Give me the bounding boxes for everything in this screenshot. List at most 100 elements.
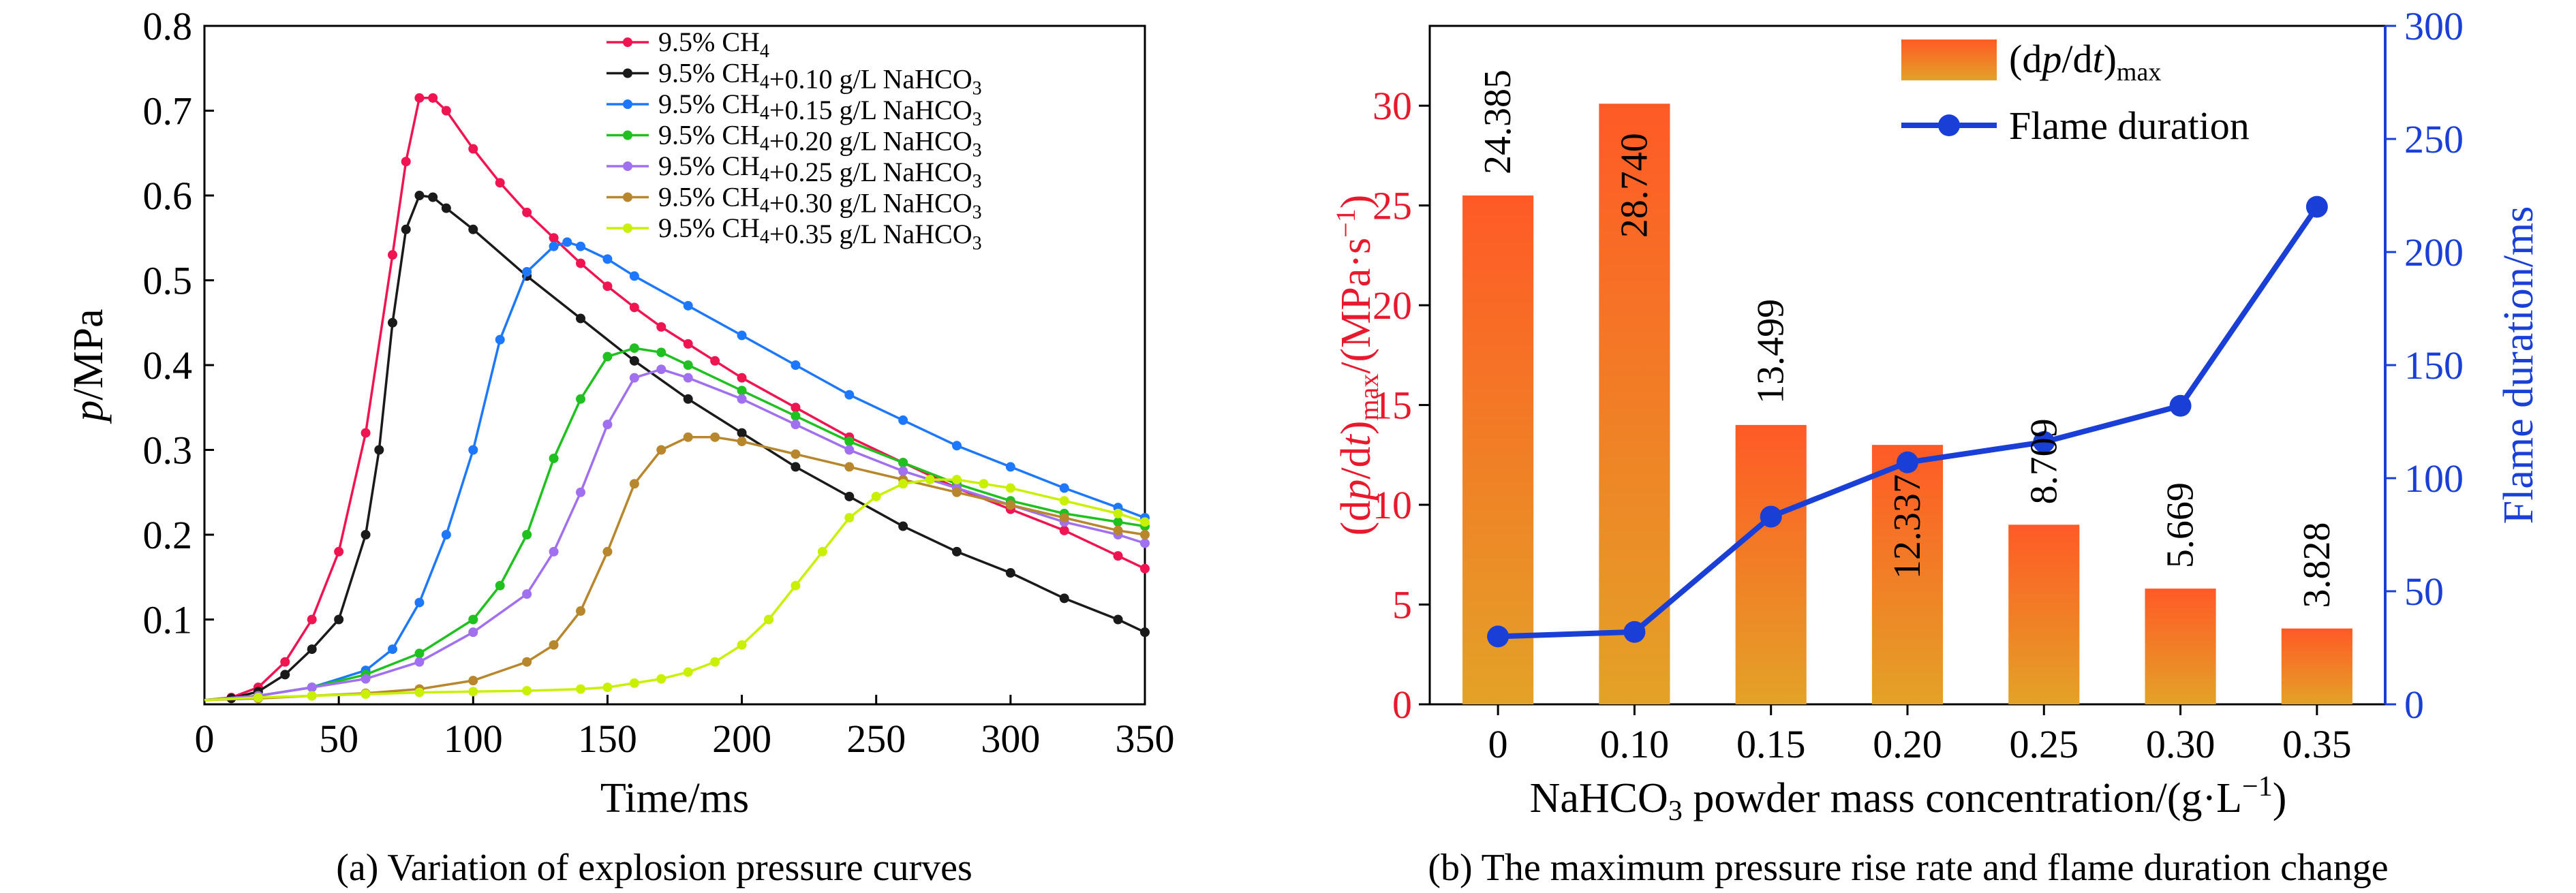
chart-a-point (280, 670, 290, 680)
chart-a-point (844, 390, 855, 400)
chart-a-point (629, 302, 639, 313)
chart-b-bar-label: 28.740 (1613, 133, 1655, 238)
chart-a-point (817, 546, 827, 557)
chart-b-left-tick-label: 30 (1373, 84, 1412, 128)
chart-a-point (549, 640, 559, 650)
chart-a-series-line-1 (204, 194, 1146, 702)
chart-a-point (1140, 538, 1150, 548)
chart-a-point (361, 530, 371, 539)
chart-b-left-tick-label: 25 (1373, 184, 1412, 228)
chart-b-left-axis-label: (dp/dt)max/(MPa·s−1) (1330, 195, 1384, 536)
chart-b-bar-6 (2281, 628, 2352, 704)
chart-b-x-tick-label: 0.15 (1736, 722, 1806, 766)
legend-bar-label: (dp/dt)max (2009, 37, 2161, 87)
chart-a-point (562, 237, 572, 247)
chart-a-point (428, 93, 438, 103)
chart-a-point (576, 487, 585, 497)
chart-a-y-tick-label: 0.8 (143, 4, 193, 48)
chart-a-point (979, 479, 989, 489)
chart-a-point (388, 317, 397, 328)
chart-a-x-tick-label: 250 (846, 717, 906, 761)
chart-a-point (401, 224, 411, 234)
chart-a-point (361, 674, 371, 684)
chart-a-point (361, 689, 371, 700)
chart-a-point (576, 241, 585, 251)
chart-a-point (898, 458, 908, 468)
chart-a-point (522, 207, 532, 217)
chart-b-x-tick-label: 0.30 (2146, 722, 2215, 766)
chart-b-flame-duration-line (1487, 195, 2328, 648)
chart-a-series-line-5 (204, 436, 1146, 702)
chart-a-legend-label: 9.5% CH4+0.15 g/L NaHCO3 (658, 89, 982, 130)
chart-a-point (522, 530, 532, 539)
chart-a-legend-marker (623, 99, 632, 109)
chart-b-ticks: 0 0.10 0.15 0.20 0.25 0.30 0.35051015202530050… (1373, 4, 2464, 766)
chart-a-point (1113, 508, 1123, 518)
chart-a-point (468, 687, 478, 697)
chart-a-legend-marker (623, 161, 632, 171)
chart-b-left-tick-label: 15 (1373, 383, 1412, 428)
chart-a-y-tick-label: 0.6 (143, 174, 193, 218)
chart-a-point (737, 386, 747, 396)
chart-a-point (683, 360, 693, 370)
chart-b-left-tick-label: 0 (1392, 683, 1412, 727)
chart-a-x-tick-label: 300 (981, 717, 1040, 761)
legend-bar-swatch (1901, 40, 1997, 80)
chart-a-point (576, 313, 585, 324)
chart-a-point (441, 530, 451, 539)
chart-a-legend-label: 9.5% CH4+0.20 g/L NaHCO3 (658, 120, 982, 161)
chart-a-point (898, 415, 908, 425)
chart-a-point (952, 546, 962, 557)
chart-a-legend-marker (623, 192, 632, 202)
chart-a-legend-marker (623, 130, 632, 140)
chart-a-point (1059, 593, 1069, 604)
chart-a-y-tick-label: 0.4 (143, 343, 193, 388)
chart-b-bar-label: 3.828 (2296, 522, 2338, 608)
chart-a-point (898, 479, 908, 489)
chart-a-point (898, 521, 908, 531)
chart-b-bar-label: 13.499 (1750, 299, 1792, 404)
chart-a-point (468, 614, 478, 625)
chart-a-point (656, 347, 666, 358)
chart-a-point (737, 394, 747, 404)
chart-a-point (522, 686, 532, 696)
chart-a-point (307, 691, 317, 701)
chart-b-right-tick-label: 50 (2404, 569, 2444, 614)
chart-a-point (388, 644, 397, 655)
chart-a-point (629, 356, 639, 366)
chart-b-left-tick-label: 5 (1392, 583, 1412, 627)
chart-a-point (414, 93, 425, 103)
chart-a-point (468, 627, 478, 638)
chart-a-point (602, 254, 613, 264)
chart-a-point (683, 339, 693, 349)
chart-b-pressure-rise-rate: 0 0.10 0.15 0.20 0.25 0.30 0.35051015202530050… (1330, 4, 2542, 889)
chart-a-point (576, 684, 585, 694)
chart-a-point (656, 322, 666, 332)
chart-b-line-point (1897, 451, 1918, 473)
chart-a-point (791, 360, 801, 370)
chart-a-series-line-4 (204, 368, 1146, 702)
chart-a-point (307, 644, 317, 655)
chart-a-point (307, 683, 317, 693)
chart-a-point (401, 157, 411, 167)
chart-a-point (576, 606, 585, 616)
chart-b-bar-1 (1599, 104, 1670, 704)
chart-a-point (737, 373, 747, 383)
chart-b-caption: (b) The maximum pressure rise rate and f… (1428, 847, 2388, 889)
chart-a-point (1059, 496, 1069, 506)
chart-a-point (683, 432, 693, 442)
chart-a-point (1140, 517, 1150, 527)
chart-a-point (549, 233, 559, 243)
chart-a-point (1005, 462, 1015, 472)
chart-a-point (576, 258, 585, 268)
chart-a-point (576, 394, 585, 404)
chart-a-point (334, 614, 344, 625)
chart-a-point (522, 267, 532, 277)
chart-a-point (374, 445, 384, 455)
chart-a-point (549, 241, 559, 251)
chart-a-point (871, 491, 881, 501)
chart-a-point (629, 373, 639, 383)
chart-a-point (737, 428, 747, 438)
chart-a-x-tick-label: 50 (319, 717, 358, 761)
